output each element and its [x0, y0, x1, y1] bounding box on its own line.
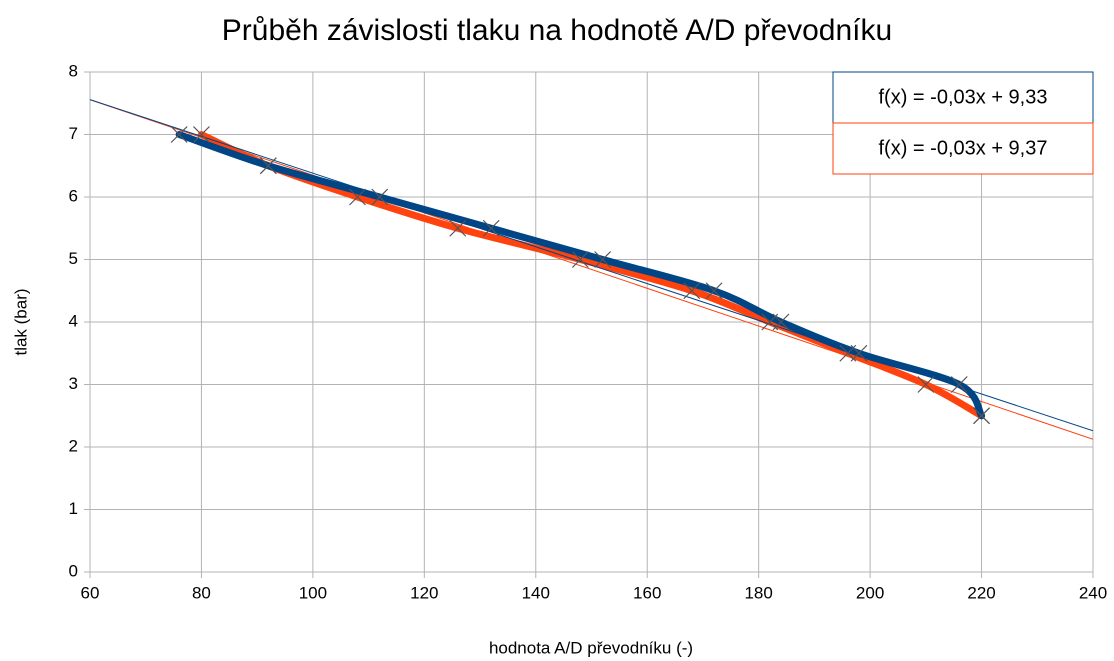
x-tick-label: 140: [522, 583, 550, 602]
marker: [973, 407, 990, 425]
y-tick-label: 0: [69, 561, 78, 580]
y-tick-label: 4: [69, 311, 78, 330]
marker: [449, 219, 467, 237]
trendline-label-box: [832, 71, 1094, 124]
marker: [259, 157, 277, 175]
x-tick-label: 160: [633, 583, 661, 602]
y-tick-label: 7: [69, 124, 78, 143]
x-tick-label: 100: [299, 583, 327, 602]
marker: [482, 219, 500, 237]
marker: [594, 251, 612, 268]
marker: [917, 376, 935, 393]
marker: [170, 126, 188, 143]
x-tick-label: 220: [967, 583, 995, 602]
series-line: [175, 131, 986, 420]
marker: [193, 126, 210, 143]
y-tick-label: 1: [69, 499, 78, 518]
x-tick-label: 60: [81, 583, 100, 602]
y-axis-label: tlak (bar): [11, 288, 30, 355]
plot-frame: [89, 71, 1094, 573]
marker: [772, 313, 790, 331]
series-line: [197, 131, 986, 420]
marker: [850, 344, 868, 362]
y-tick-label: 6: [69, 186, 78, 205]
marker: [371, 188, 389, 206]
trendline-label: f(x) = -0,03x + 9,33: [879, 86, 1048, 108]
x-tick-label: 80: [192, 583, 211, 602]
marker: [705, 282, 723, 300]
y-tick-label: 3: [69, 374, 78, 393]
x-tick-label: 240: [1079, 583, 1107, 602]
x-tick-label: 120: [410, 583, 438, 602]
chart-title: Průběh závislosti tlaku na hodnotě A/D p…: [222, 14, 892, 47]
marker: [950, 376, 968, 393]
trendline: [90, 99, 1093, 432]
trendline: [90, 99, 1093, 440]
trendline-label-box: [832, 122, 1094, 175]
x-tick-label: 200: [856, 583, 884, 602]
marker: [571, 251, 589, 268]
marker: [349, 188, 366, 206]
y-tick-label: 5: [69, 249, 78, 268]
marker: [683, 282, 701, 300]
trendline-label: f(x) = -0,03x + 9,37: [879, 137, 1048, 159]
x-axis-label: hodnota A/D převodníku (-): [489, 638, 693, 657]
y-tick-label: 8: [69, 61, 78, 80]
y-tick-label: 2: [69, 436, 78, 455]
x-tick-label: 180: [744, 583, 772, 602]
